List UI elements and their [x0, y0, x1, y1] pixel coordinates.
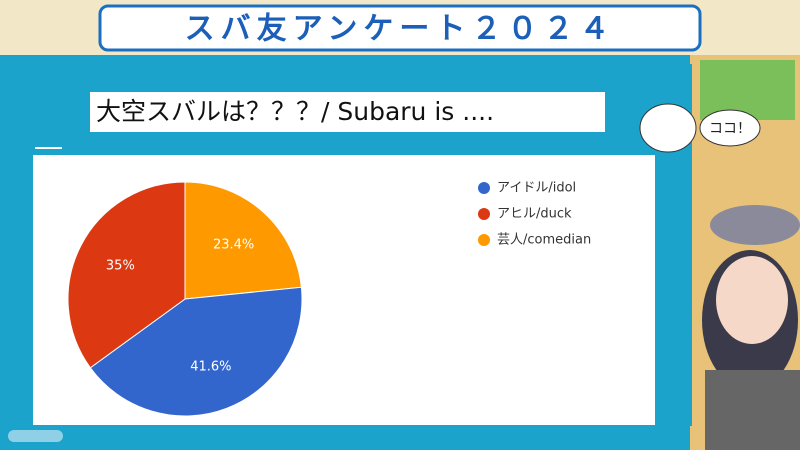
legend-label: アヒル/duck — [497, 207, 572, 222]
slice-label: 23.4% — [213, 238, 254, 253]
character-cap — [710, 205, 800, 245]
pie-slice — [89, 286, 303, 417]
legend-label: アイドル/idol — [497, 181, 576, 196]
legend-label: 芸人/comedian — [497, 232, 591, 248]
header-title: スバ友アンケート２０２４ — [185, 12, 616, 47]
character-face — [716, 256, 788, 344]
mascot — [639, 103, 697, 153]
legend: アイドル/idol アヒル/duck 芸人/comedian — [478, 181, 591, 248]
page-indicator — [8, 430, 63, 442]
title-box — [90, 92, 605, 132]
chart-title: 大空スバルは？？？/ Subaru is .... — [96, 97, 494, 126]
slice-label: 41.6% — [190, 359, 231, 374]
speech-bubble — [699, 109, 761, 147]
header-bar — [98, 4, 702, 52]
speech-text: ココ！ — [709, 121, 751, 137]
side-plants — [700, 60, 795, 120]
legend-swatch — [478, 234, 490, 246]
pie: 23.4% 41.6% 35% — [67, 181, 303, 417]
legend-swatch — [478, 208, 490, 220]
character-body — [705, 370, 800, 450]
legend-swatch — [478, 182, 490, 194]
pie-slice — [67, 181, 186, 369]
slice-label: 35% — [106, 259, 135, 274]
pie-slice — [184, 181, 302, 300]
